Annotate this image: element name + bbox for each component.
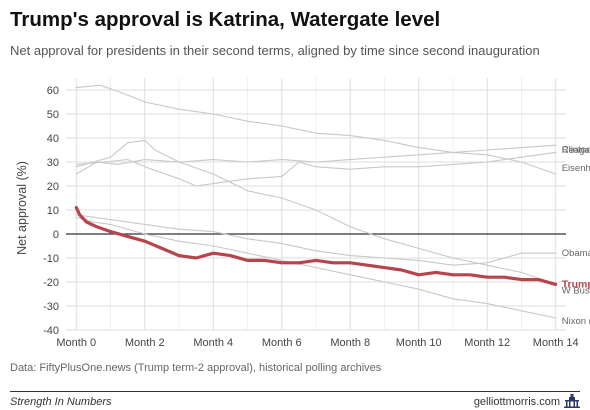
y-tick-label: 30 [47,157,59,169]
source-note: Data: FiftyPlusOne.news (Trump term-2 ap… [10,362,382,374]
series-labels: Reagan (1985)Clinton (1997) Eisenhower (1… [562,144,590,327]
footer-divider [10,391,580,392]
series-label-eisenhower: Eisenhower (1957) [562,163,590,174]
series-label-trump: Trump (2025) [562,278,590,290]
x-tick-label: Month 10 [396,337,442,349]
y-tick-label: 50 [47,109,59,121]
y-tick-label: -10 [43,253,59,265]
footer-website[interactable]: gelliottmorris.com [473,396,560,408]
series-line-clinton [75,151,557,187]
x-tick-label: Month 2 [125,337,165,349]
series-line-trump [74,206,558,286]
y-tick-label: -40 [43,325,59,337]
x-tick-label: Month 14 [533,337,579,349]
chart-subtitle: Net approval for presidents in their sec… [10,43,540,58]
series-line-obama [75,214,557,266]
series-label-w: W Bush (2005) [562,285,590,296]
y-tick-label: -30 [43,301,59,313]
series-label-reagan: Reagan (1985) [562,145,590,156]
x-tick-label: Month 6 [262,337,302,349]
x-tick-label: Month 4 [193,337,233,349]
x-tick-label: Month 8 [330,337,370,349]
series-label-obama: Obama (2013) [562,248,590,259]
series-label-nixon: Nixon (1973) [562,316,590,327]
series-line-reagan [75,144,557,175]
y-tick-label: 20 [47,181,59,193]
footer-brand: Strength In Numbers [10,396,112,408]
y-tick-label: 10 [47,205,59,217]
series-line-eisenhower [75,84,557,175]
x-tick-label: Month 0 [56,337,96,349]
series-label-clinton: Clinton (1997) [562,144,590,155]
series-group [74,84,558,319]
grid [66,78,566,331]
y-tick-label: 60 [47,85,59,97]
chart-title: Trump's approval is Katrina, Watergate l… [10,8,441,31]
series-line-w [75,139,557,285]
x-axis: Month 0 Month 2 Month 4 Month 6 Month 8 Month… [56,337,578,349]
y-axis: -40 -30 -20 -10 0 10 20 30 40 50 60 [43,85,59,337]
x-tick-label: Month 12 [464,337,510,349]
capitol-building-icon [564,394,580,408]
y-tick-label: 0 [53,229,59,241]
y-axis-title: Net approval (%) [15,161,29,255]
y-tick-label: 40 [47,133,59,145]
y-tick-label: -20 [43,277,59,289]
